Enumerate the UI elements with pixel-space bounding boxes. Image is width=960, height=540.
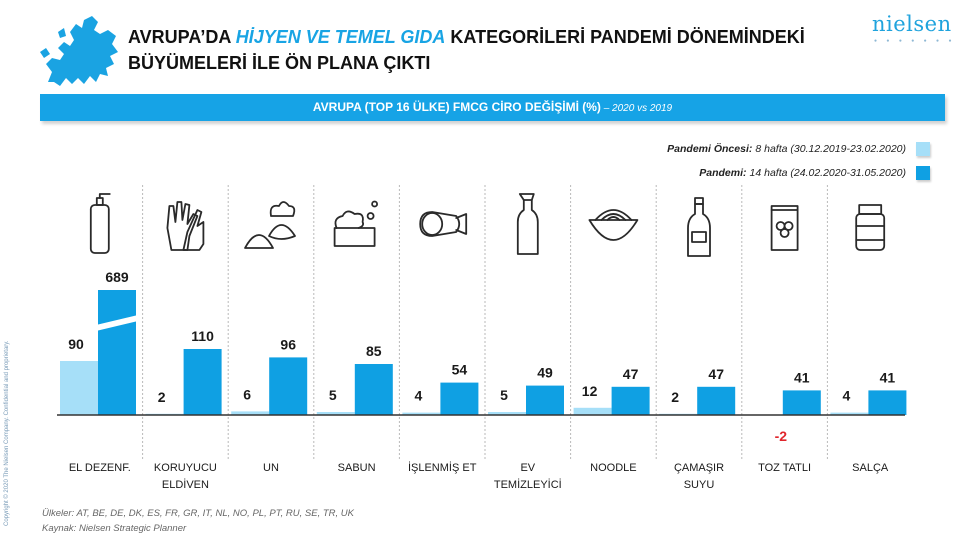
sauce-jar-icon (855, 204, 886, 251)
data-label-pre-pandemic: 12 (582, 383, 598, 399)
data-label-pandemic: 47 (708, 366, 724, 382)
legend-swatch-pre (916, 142, 930, 156)
data-label-pandemic: 49 (537, 365, 553, 381)
legend-item-pandemic: Pandemi: 14 hafta (24.02.2020-31.05.2020… (699, 166, 930, 180)
sausage-icon (419, 211, 468, 237)
category-label: UN (263, 462, 279, 474)
data-label-pandemic: 54 (452, 362, 468, 378)
banner-subtitle: – 2020 vs 2019 (600, 103, 673, 114)
category-label: EV (520, 462, 535, 474)
legend-label-bold: Pandemi: (699, 167, 747, 179)
footer-source: Kaynak: Nielsen Strategic Planner (42, 523, 187, 534)
category-label: İŞLENMİŞ ET (408, 461, 477, 474)
page-title: AVRUPA’DA HİJYEN VE TEMEL GIDA KATEGORİL… (128, 24, 828, 76)
data-label-pandemic: 41 (880, 369, 896, 385)
data-label-pandemic: 41 (794, 369, 810, 385)
category-label: KORUYUCU (154, 462, 217, 474)
bar-pandemic (782, 390, 821, 415)
bar-pre-pandemic (830, 412, 869, 415)
bar-pandemic (526, 385, 564, 415)
data-label-pre-pandemic: 2 (671, 389, 679, 405)
category-label: TEMİZLEYİCİ (494, 478, 562, 491)
legend-label-text: 14 hafta (24.02.2020-31.05.2020) (749, 167, 906, 179)
category-label: ÇAMAŞIR (674, 462, 724, 474)
category-label: EL DEZENF. (69, 462, 131, 474)
data-label-pandemic: 689 (105, 269, 129, 285)
soap-icon (333, 200, 379, 247)
legend-label-bold: Pandemi Öncesi: (667, 143, 753, 155)
data-label-pandemic: 96 (280, 336, 296, 352)
bar-pandemic (183, 349, 222, 415)
category-label: TOZ TATLI (758, 462, 811, 474)
category-label: NOODLE (590, 462, 636, 474)
bar-pandemic (354, 364, 393, 415)
category-label: SUYU (684, 479, 715, 491)
bar-pandemic (697, 386, 736, 415)
bleach-bottle-icon (687, 197, 711, 257)
data-label-pre-pandemic: 4 (415, 388, 423, 404)
category-label: SABUN (338, 462, 376, 474)
data-label-pre-pandemic: 5 (329, 387, 337, 403)
data-label-pre-pandemic: 6 (243, 386, 251, 402)
bar-pre-pandemic (488, 412, 526, 415)
banner-title: AVRUPA (TOP 16 ÜLKE) FMCG CİRO DEĞİŞİMİ … (312, 100, 601, 114)
bread-flour-icon (244, 201, 296, 249)
bar-pre-pandemic (316, 412, 355, 415)
category-label: ELDİVEN (162, 478, 209, 491)
bar-pandemic (98, 290, 136, 415)
bar-pandemic (269, 357, 308, 415)
bar-pandemic (868, 390, 907, 415)
sanitizer-bottle-icon (89, 193, 111, 254)
legend-swatch-pandemic (916, 166, 930, 180)
cleaner-bottle-icon (516, 193, 539, 255)
legend-item-pre-pandemic: Pandemi Öncesi: 8 hafta (30.12.2019-23.0… (667, 142, 930, 156)
data-label-pre-pandemic: 2 (158, 389, 166, 405)
data-label-pandemic: 47 (623, 366, 639, 382)
bar-pre-pandemic (60, 361, 98, 415)
bar-pandemic (611, 386, 650, 415)
footer-countries: Ülkeler: AT, BE, DE, DK, ES, FR, GR, IT,… (42, 508, 354, 519)
axis-break-mark (96, 315, 138, 331)
data-label-pandemic: 110 (191, 328, 214, 344)
data-label-pre-pandemic: 90 (68, 336, 84, 352)
bar-pre-pandemic (231, 411, 270, 415)
data-label-pre-pandemic: 4 (843, 388, 851, 404)
data-label-pre-pandemic: -2 (775, 428, 788, 444)
title-part-2: KATEGORİLERİ PANDEMİ DÖNEMİNDEKİ BÜYÜMEL… (128, 27, 805, 73)
logo-dots: ● ● ● ● ● ● ● (874, 38, 956, 44)
bar-pre-pandemic (573, 407, 612, 415)
bar-pandemic (440, 382, 479, 415)
legend-label-text: 8 hafta (30.12.2019-23.02.2020) (755, 143, 906, 155)
data-label-pandemic: 85 (366, 343, 382, 359)
bar-pre-pandemic (402, 412, 441, 415)
title-part-1: AVRUPA’DA (128, 27, 236, 47)
europe-map-icon (40, 16, 118, 86)
nielsen-logo: nielsen (872, 12, 952, 36)
dessert-packet-icon (770, 205, 799, 251)
title-highlight: HİJYEN VE TEMEL GIDA (235, 27, 446, 47)
category-label: SALÇA (852, 462, 889, 474)
chart-banner: AVRUPA (TOP 16 ÜLKE) FMCG CİRO DEĞİŞİMİ … (40, 94, 945, 121)
gloves-icon (166, 201, 205, 251)
data-label-pre-pandemic: 5 (500, 387, 508, 403)
noodle-bowl-icon (588, 209, 639, 241)
